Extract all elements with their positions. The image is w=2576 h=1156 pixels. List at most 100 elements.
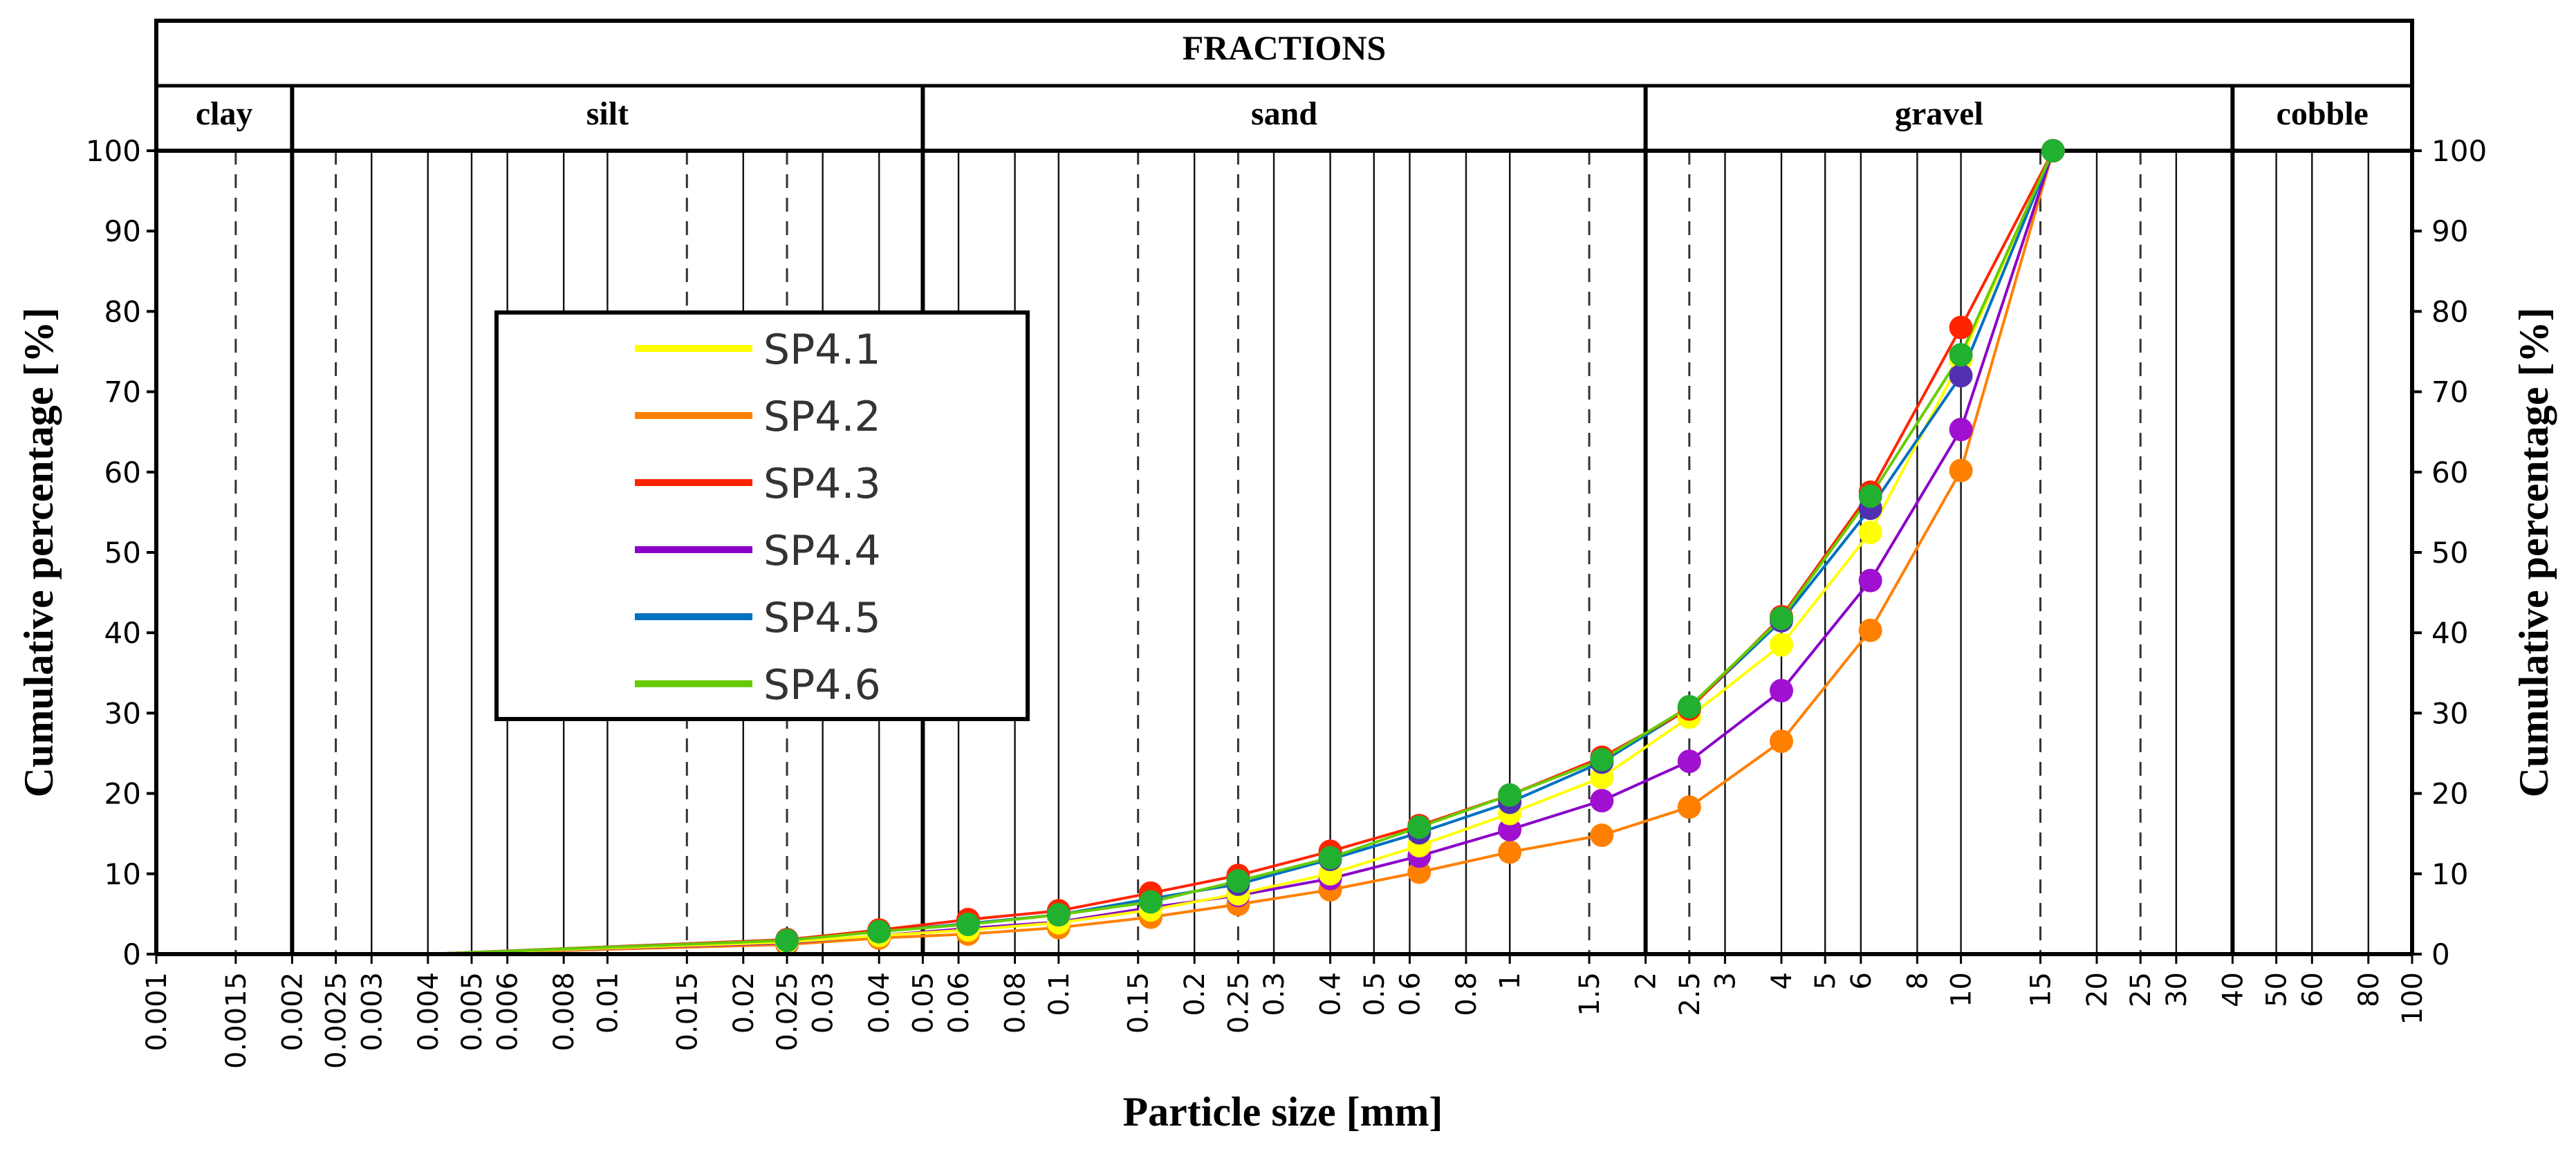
data-point-SP4.6: [1949, 343, 1973, 367]
chart-title: FRACTIONS: [1183, 28, 1386, 67]
data-point-SP4.4: [1590, 789, 1614, 813]
y-tick-label: 60: [104, 456, 141, 490]
legend-label-SP4.6: SP4.6: [763, 661, 881, 709]
y-tick-label: 50: [104, 536, 141, 570]
data-point-SP4.2: [1769, 729, 1793, 754]
y2-tick-label: 100: [2431, 134, 2487, 168]
fraction-label-gravel: gravel: [1895, 95, 1983, 132]
data-point-SP4.6: [2041, 139, 2065, 162]
x-tick-label: 0.03: [808, 972, 840, 1034]
x-tick-label: 20: [2082, 972, 2113, 1007]
y-tick-label: 70: [104, 375, 141, 409]
x-tick-label: 1.5: [1574, 972, 1606, 1016]
data-point-SP4.4: [1769, 678, 1793, 702]
legend-label-SP4.5: SP4.5: [763, 594, 881, 642]
x-tick-label: 0.6: [1394, 972, 1426, 1016]
x-tick-label: 5: [1810, 972, 1842, 989]
y2-tick-label: 0: [2431, 938, 2450, 971]
x-tick-label: 50: [2261, 972, 2293, 1007]
data-point-SP4.2: [1498, 840, 1522, 864]
x-tick-label: 30: [2161, 972, 2193, 1007]
x-tick-label: 2: [1631, 972, 1662, 989]
x-tick-label: 0.15: [1123, 972, 1155, 1034]
series-line-SP4.3: [427, 150, 2055, 955]
y2-tick-label: 60: [2431, 456, 2468, 490]
legend-label-SP4.4: SP4.4: [763, 527, 881, 575]
y-tick-label: 80: [104, 295, 141, 328]
data-point-SP4.2: [1949, 458, 1973, 483]
y2-tick-label: 70: [2431, 375, 2468, 409]
y-tick-label: 10: [104, 857, 141, 891]
x-tick-label: 0.3: [1259, 972, 1290, 1016]
x-tick-label: 8: [1902, 972, 1934, 989]
y2-tick-label: 40: [2431, 616, 2468, 650]
y2-tick-label: 20: [2431, 777, 2468, 811]
fraction-label-silt: silt: [586, 95, 629, 132]
x-tick-label: 4: [1766, 972, 1798, 989]
data-point-SP4.2: [1677, 795, 1701, 819]
data-point-SP4.1: [1858, 520, 1882, 544]
data-point-SP4.6: [1046, 903, 1071, 927]
x-tick-label: 0.003: [356, 972, 388, 1052]
data-point-SP4.2: [1858, 618, 1882, 642]
data-point-SP4.6: [1858, 484, 1882, 508]
x-tick-label: 0.01: [592, 972, 624, 1034]
x-tick-label: 0.015: [671, 972, 703, 1052]
data-point-SP4.6: [775, 929, 799, 953]
data-point-SP4.4: [1949, 418, 1973, 442]
data-point-SP4.6: [1407, 815, 1431, 839]
x-tick-label: 0.008: [548, 972, 580, 1052]
x-tick-label: 0.1: [1044, 972, 1075, 1016]
y-tick-label: 0: [122, 938, 141, 971]
data-point-SP4.2: [1590, 823, 1614, 848]
data-point-SP4.4: [1677, 749, 1701, 774]
y-tick-label: 90: [104, 214, 141, 248]
x-tick-label: 0.5: [1359, 972, 1391, 1016]
x-tick-label: 0.006: [492, 972, 524, 1052]
x-tick-label: 80: [2353, 972, 2385, 1007]
y2-tick-label: 80: [2431, 295, 2468, 328]
x-tick-label: 10: [1946, 972, 1978, 1007]
data-point-SP4.4: [1858, 568, 1882, 593]
data-point-SP4.6: [1138, 890, 1162, 914]
data-point-SP4.6: [1590, 747, 1614, 772]
y2-axis-title: Cumulative percentage [%]: [2511, 308, 2557, 798]
x-tick-label: 0.005: [456, 972, 488, 1052]
x-tick-label: 0.05: [907, 972, 939, 1034]
fraction-label-cobble: cobble: [2277, 95, 2369, 132]
x-tick-label: 2.5: [1674, 972, 1706, 1016]
x-tick-label: 100: [2397, 972, 2429, 1025]
y2-tick-label: 10: [2431, 857, 2468, 891]
x-tick-label: 0.8: [1451, 972, 1483, 1016]
x-tick-label: 3: [1709, 972, 1741, 989]
x-tick-label: 0.004: [413, 972, 445, 1052]
y2-tick-label: 90: [2431, 214, 2468, 248]
series-line-SP4.2: [427, 150, 2055, 955]
x-tick-label: 0.0015: [221, 972, 252, 1069]
y2-tick-label: 50: [2431, 536, 2468, 570]
y2-tick-label: 30: [2431, 696, 2468, 730]
x-tick-label: 25: [2125, 972, 2157, 1007]
data-point-SP4.6: [1498, 783, 1522, 807]
x-axis-title: Particle size [mm]: [1122, 1089, 1443, 1135]
x-tick-label: 15: [2025, 972, 2057, 1007]
x-tick-label: 0.08: [1000, 972, 1032, 1034]
legend-label-SP4.3: SP4.3: [763, 460, 881, 508]
data-point-SP4.6: [1769, 606, 1793, 631]
y-axis-title: Cumulative percentage [%]: [16, 308, 62, 798]
x-tick-label: 1: [1494, 972, 1526, 989]
data-point-SP4.4: [1498, 817, 1522, 841]
data-point-SP4.6: [956, 913, 980, 937]
x-tick-label: 0.4: [1315, 972, 1347, 1016]
legend-label-SP4.1: SP4.1: [763, 326, 881, 374]
fraction-label-clay: clay: [196, 95, 253, 132]
y-tick-label: 40: [104, 616, 141, 650]
legend-label-SP4.2: SP4.2: [763, 393, 881, 441]
y-tick-label: 20: [104, 777, 141, 811]
x-tick-label: 0.0025: [321, 972, 353, 1069]
y-tick-label: 100: [86, 134, 141, 168]
data-point-SP4.6: [1226, 869, 1250, 893]
x-tick-label: 60: [2297, 972, 2328, 1007]
data-point-SP4.5: [1949, 364, 1973, 388]
